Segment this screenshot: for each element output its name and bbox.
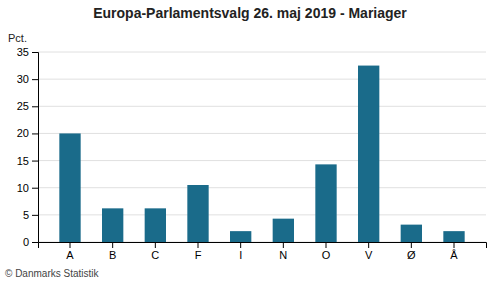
bar bbox=[187, 185, 208, 242]
y-tick: 10 bbox=[17, 182, 38, 194]
x-axis: ABCFINOVØÅ bbox=[39, 242, 487, 261]
y-tick-label: 0 bbox=[23, 236, 29, 248]
bars bbox=[59, 66, 464, 242]
plot: A B C F I N O V Ø Å 0 5 10 15 20 25 30 35 bbox=[17, 46, 487, 261]
x-tick-label: A bbox=[66, 249, 74, 261]
bar bbox=[401, 225, 422, 242]
x-tick-label: N bbox=[279, 249, 287, 261]
y-tick-label: 35 bbox=[17, 46, 29, 58]
y-tick: 30 bbox=[17, 73, 38, 85]
x-tick-label: B bbox=[109, 249, 116, 261]
x-tick-mark bbox=[454, 242, 455, 248]
y-tick: 20 bbox=[17, 127, 38, 139]
x-tick-mark bbox=[240, 242, 241, 248]
x-tick-label: F bbox=[195, 249, 202, 261]
y-tick-mark bbox=[32, 161, 38, 162]
x-tick-label: Ø bbox=[407, 249, 416, 261]
bar bbox=[59, 133, 80, 242]
grid-line bbox=[38, 79, 486, 80]
x-tick-label: Å bbox=[450, 249, 458, 261]
chart: Europa-Parlamentsvalg 26. maj 2019 - Mar… bbox=[0, 0, 500, 282]
x-tick: A bbox=[66, 242, 74, 261]
x-tick: Ø bbox=[407, 242, 416, 261]
grid-line bbox=[38, 187, 486, 188]
y-axis-title: Pct. bbox=[8, 32, 27, 44]
y-tick: 35 bbox=[17, 46, 38, 58]
bar bbox=[443, 231, 464, 242]
y-tick-label: 5 bbox=[23, 209, 29, 221]
x-tick-mark bbox=[70, 242, 71, 248]
x-tick-mark bbox=[155, 242, 156, 248]
y-tick-label: 15 bbox=[17, 155, 29, 167]
bar bbox=[358, 66, 379, 242]
y-tick-mark bbox=[32, 188, 38, 189]
y-tick-mark bbox=[32, 133, 38, 134]
grid-line bbox=[38, 160, 486, 161]
x-tick: F bbox=[195, 242, 202, 261]
x-tick-label: I bbox=[239, 249, 242, 261]
bar bbox=[145, 208, 166, 242]
grid-line bbox=[38, 52, 486, 53]
bar bbox=[315, 164, 336, 242]
footer: © Danmarks Statistik bbox=[5, 268, 100, 279]
grid-line bbox=[38, 106, 486, 107]
bar bbox=[273, 219, 294, 242]
y-tick-label: 25 bbox=[17, 100, 29, 112]
x-tick-label: V bbox=[365, 249, 373, 261]
x-tick-mark bbox=[368, 242, 369, 248]
x-tick-mark bbox=[198, 242, 199, 248]
y-axis-line bbox=[32, 53, 39, 243]
y-tick-mark bbox=[32, 79, 38, 80]
x-tick: N bbox=[279, 242, 287, 261]
x-tick: B bbox=[109, 242, 116, 261]
x-tick: I bbox=[239, 242, 242, 261]
bar bbox=[230, 231, 251, 242]
bar bbox=[102, 208, 123, 242]
y-tick: 0 bbox=[23, 236, 38, 248]
x-axis-line bbox=[39, 243, 487, 249]
y-tick-mark bbox=[32, 215, 38, 216]
x-tick: Å bbox=[450, 242, 458, 261]
x-tick-mark bbox=[112, 242, 113, 248]
y-tick: 25 bbox=[17, 100, 38, 112]
title: Europa-Parlamentsvalg 26. maj 2019 - Mar… bbox=[93, 5, 407, 21]
x-tick: C bbox=[151, 242, 159, 261]
x-tick-mark bbox=[283, 242, 284, 248]
y-axis: 0 5 10 15 20 25 30 35 bbox=[17, 46, 39, 248]
y-tick-label: 30 bbox=[17, 73, 29, 85]
x-tick-mark bbox=[411, 242, 412, 248]
y-tick: 5 bbox=[23, 209, 38, 221]
grid bbox=[38, 52, 486, 242]
y-tick-label: 10 bbox=[17, 182, 29, 194]
y-tick-label: 20 bbox=[17, 127, 29, 139]
x-tick-label: C bbox=[151, 249, 159, 261]
y-tick-mark bbox=[32, 242, 38, 243]
grid-line bbox=[38, 133, 486, 134]
y-tick: 15 bbox=[17, 155, 38, 167]
y-tick-mark bbox=[32, 52, 38, 53]
x-tick: O bbox=[322, 242, 331, 261]
x-tick-label: O bbox=[322, 249, 331, 261]
y-tick-mark bbox=[32, 106, 38, 107]
x-tick-mark bbox=[326, 242, 327, 248]
x-tick: V bbox=[365, 242, 373, 261]
